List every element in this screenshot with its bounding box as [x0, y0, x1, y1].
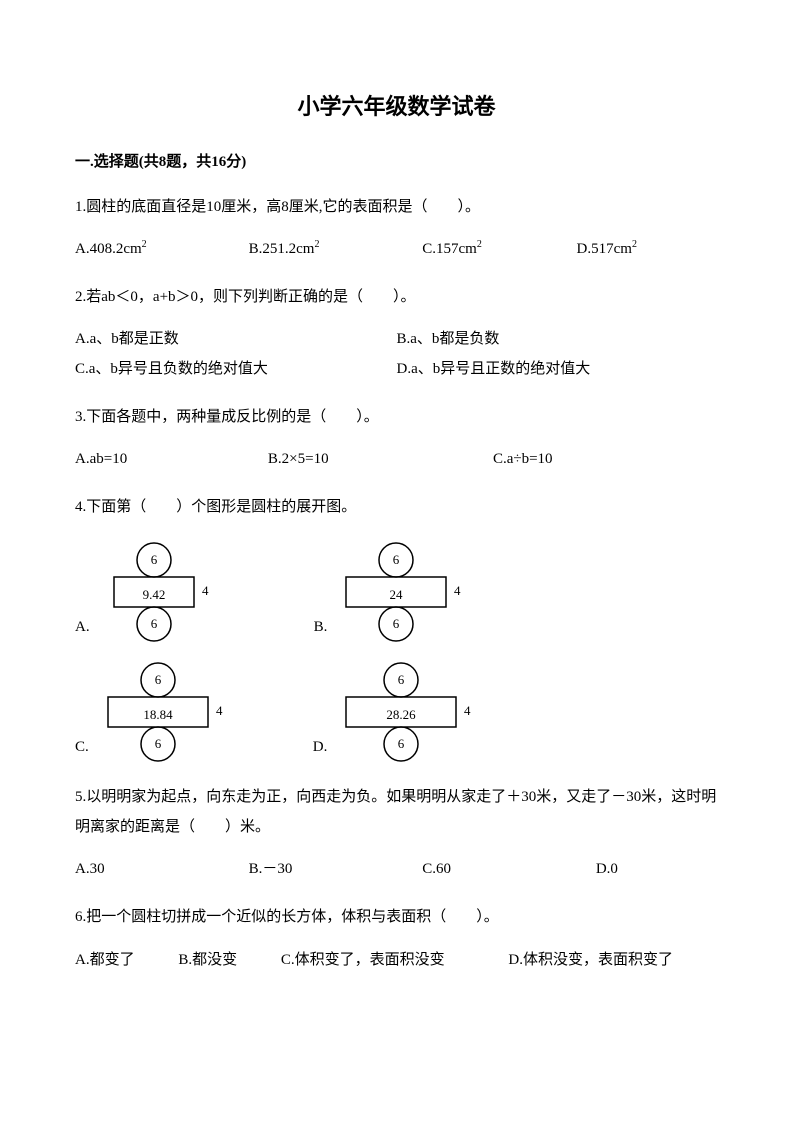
q5-opt-d: D.0 [596, 854, 718, 884]
q4-fig-a: A. 6 9.42 4 6 [75, 542, 234, 642]
question-5-options: A.30 B.－30 C.60 D.0 [75, 854, 718, 884]
question-3: 3.下面各题中，两种量成反比例的是（ ）。 A.ab=10 B.2×5=10 C… [75, 402, 718, 474]
question-2-options: A.a、b都是正数 B.a、b都是负数 [75, 324, 718, 354]
question-2-options-2: C.a、b异号且负数的绝对值大 D.a、b异号且正数的绝对值大 [75, 354, 718, 384]
svg-text:9.42: 9.42 [142, 587, 165, 602]
question-6-text: 6.把一个圆柱切拼成一个近似的长方体，体积与表面积（ ）。 [75, 902, 718, 932]
svg-text:4: 4 [202, 583, 209, 598]
q1-opt-c: C.157cm2 [422, 234, 576, 264]
q1-opt-d: D.517cm2 [577, 234, 718, 264]
q4-label-a: A. [75, 612, 90, 642]
q4-fig-b: B. 6 24 4 6 [314, 542, 482, 642]
q6-opt-c: C.体积变了，表面积没变 [281, 944, 445, 977]
svg-text:6: 6 [155, 672, 162, 687]
question-2: 2.若ab＜0，a+b＞0，则下列判断正确的是（ ）。 A.a、b都是正数 B.… [75, 282, 718, 384]
svg-text:18.84: 18.84 [143, 707, 173, 722]
q5-opt-a: A.30 [75, 854, 249, 884]
unfold-diagram-d: 6 28.26 4 6 [331, 662, 491, 762]
q5-opt-c: C.60 [422, 854, 596, 884]
svg-text:6: 6 [155, 736, 162, 751]
svg-text:6: 6 [398, 672, 405, 687]
q3-opt-c: C.a÷b=10 [493, 444, 686, 474]
q4-label-b: B. [314, 612, 328, 642]
q2-opt-b: B.a、b都是负数 [397, 324, 719, 354]
question-3-text: 3.下面各题中，两种量成反比例的是（ ）。 [75, 402, 718, 432]
q4-fig-d: D. 6 28.26 4 6 [313, 662, 492, 762]
question-1-text: 1.圆柱的底面直径是10厘米，高8厘米,它的表面积是（ ）。 [75, 192, 718, 222]
question-6: 6.把一个圆柱切拼成一个近似的长方体，体积与表面积（ ）。 A.都变了 B.都没… [75, 902, 718, 977]
svg-text:24: 24 [390, 587, 404, 602]
svg-text:6: 6 [150, 616, 157, 631]
question-6-options: A.都变了 B.都没变 C.体积变了，表面积没变 D.体积没变，表面积变了 [75, 944, 718, 977]
q4-label-d: D. [313, 732, 328, 762]
q4-fig-c: C. 6 18.84 4 6 [75, 662, 243, 762]
q4-figure-row-2: C. 6 18.84 4 6 D. 6 28.26 4 6 [75, 662, 718, 762]
svg-text:6: 6 [398, 736, 405, 751]
question-5-text: 5.以明明家为起点，向东走为正，向西走为负。如果明明从家走了＋30米，又走了－3… [75, 782, 718, 842]
q2-opt-a: A.a、b都是正数 [75, 324, 397, 354]
unfold-diagram-c: 6 18.84 4 6 [93, 662, 243, 762]
q4-label-c: C. [75, 732, 89, 762]
q5-opt-b: B.－30 [249, 854, 423, 884]
svg-text:6: 6 [393, 616, 400, 631]
q3-opt-a: A.ab=10 [75, 444, 268, 474]
q3-opt-b: B.2×5=10 [268, 444, 493, 474]
page-title: 小学六年级数学试卷 [75, 90, 718, 123]
question-1: 1.圆柱的底面直径是10厘米，高8厘米,它的表面积是（ ）。 A.408.2cm… [75, 192, 718, 264]
question-4: 4.下面第（ ）个图形是圆柱的展开图。 A. 6 9.42 4 6 B. 6 2… [75, 492, 718, 762]
question-1-options: A.408.2cm2 B.251.2cm2 C.157cm2 D.517cm2 [75, 234, 718, 264]
svg-text:4: 4 [216, 703, 223, 718]
q2-opt-d: D.a、b异号且正数的绝对值大 [397, 354, 719, 384]
svg-text:6: 6 [150, 552, 157, 567]
unfold-diagram-a: 6 9.42 4 6 [94, 542, 234, 642]
svg-text:6: 6 [393, 552, 400, 567]
svg-text:4: 4 [454, 583, 461, 598]
q6-opt-d: D.体积没变，表面积变了 [508, 944, 673, 977]
q1-opt-b: B.251.2cm2 [249, 234, 423, 264]
question-5: 5.以明明家为起点，向东走为正，向西走为负。如果明明从家走了＋30米，又走了－3… [75, 782, 718, 884]
svg-text:4: 4 [464, 703, 471, 718]
unfold-diagram-b: 6 24 4 6 [331, 542, 481, 642]
question-3-options: A.ab=10 B.2×5=10 C.a÷b=10 [75, 444, 718, 474]
q6-opt-b: B.都没变 [178, 944, 237, 977]
question-2-text: 2.若ab＜0，a+b＞0，则下列判断正确的是（ ）。 [75, 282, 718, 312]
svg-text:28.26: 28.26 [387, 707, 417, 722]
q4-figure-row-1: A. 6 9.42 4 6 B. 6 24 4 6 [75, 542, 718, 642]
question-4-text: 4.下面第（ ）个图形是圆柱的展开图。 [75, 492, 718, 522]
q2-opt-c: C.a、b异号且负数的绝对值大 [75, 354, 397, 384]
section-header: 一.选择题(共8题，共16分) [75, 151, 718, 174]
q1-opt-a: A.408.2cm2 [75, 234, 249, 264]
q6-opt-a: A.都变了 [75, 944, 135, 977]
